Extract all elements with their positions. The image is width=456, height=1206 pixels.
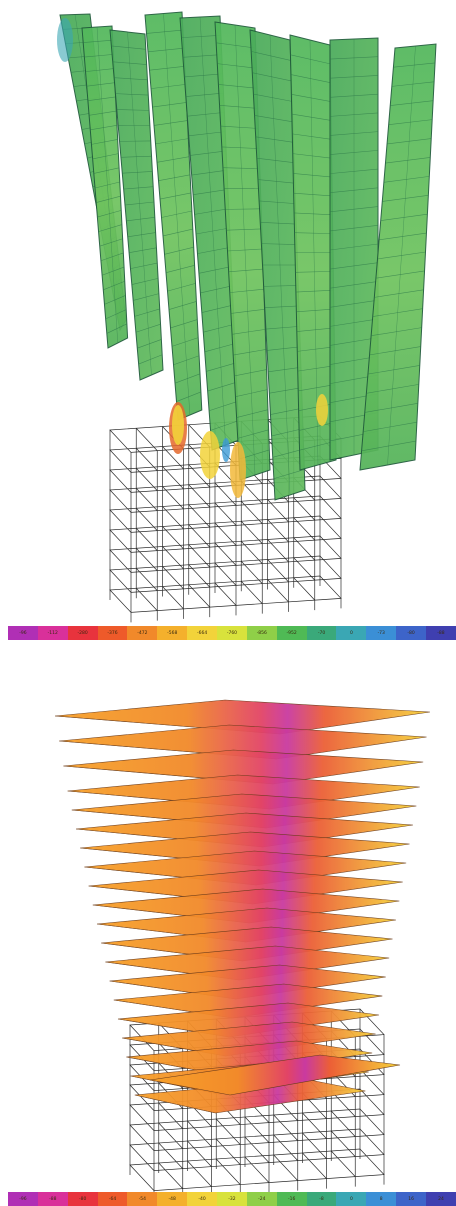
- legend-swatch: -88: [426, 626, 456, 640]
- legend-swatch: -8: [307, 1192, 337, 1206]
- legend-swatch: -64: [98, 1192, 128, 1206]
- legend-swatch: 16: [396, 1192, 426, 1206]
- shear-walls: [60, 12, 436, 500]
- legend-swatch: -88: [38, 1192, 68, 1206]
- legend-swatch: -376: [98, 626, 128, 640]
- legend-swatch: -760: [217, 626, 247, 640]
- legend-swatch: -16: [277, 1192, 307, 1206]
- shear-wall-render: [0, 0, 456, 650]
- legend-swatch: -664: [187, 626, 217, 640]
- legend-swatch: -856: [247, 626, 277, 640]
- floor-slabs: [55, 700, 430, 1113]
- legend-swatch: -96: [8, 1192, 38, 1206]
- legend-swatch: 24: [426, 1192, 456, 1206]
- legend-swatch: -40: [187, 1192, 217, 1206]
- legend-swatch: -96: [8, 626, 38, 640]
- legend-swatch: -952: [277, 626, 307, 640]
- legend-swatch: -73: [366, 626, 396, 640]
- legend-swatch: -112: [38, 626, 68, 640]
- legend-swatch: 0: [336, 1192, 366, 1206]
- legend-swatch: -280: [68, 626, 98, 640]
- legend-swatch: -48: [157, 1192, 187, 1206]
- legend-swatch: -568: [157, 626, 187, 640]
- shear-wall-figure: -96-112-280-376-472-568-664-760-856-952-…: [0, 0, 456, 650]
- floor-slab-render: [0, 650, 456, 1205]
- legend-swatch: 0: [336, 626, 366, 640]
- legend-swatch: -472: [127, 626, 157, 640]
- legend-swatch: -70: [307, 626, 337, 640]
- legend-swatch: 8: [366, 1192, 396, 1206]
- legend-swatch: -24: [247, 1192, 277, 1206]
- color-scale-legend: -96-112-280-376-472-568-664-760-856-952-…: [8, 626, 456, 640]
- legend-swatch: -32: [217, 1192, 247, 1206]
- legend-swatch: -80: [396, 626, 426, 640]
- legend-swatch: -54: [127, 1192, 157, 1206]
- legend-swatch: -80: [68, 1192, 98, 1206]
